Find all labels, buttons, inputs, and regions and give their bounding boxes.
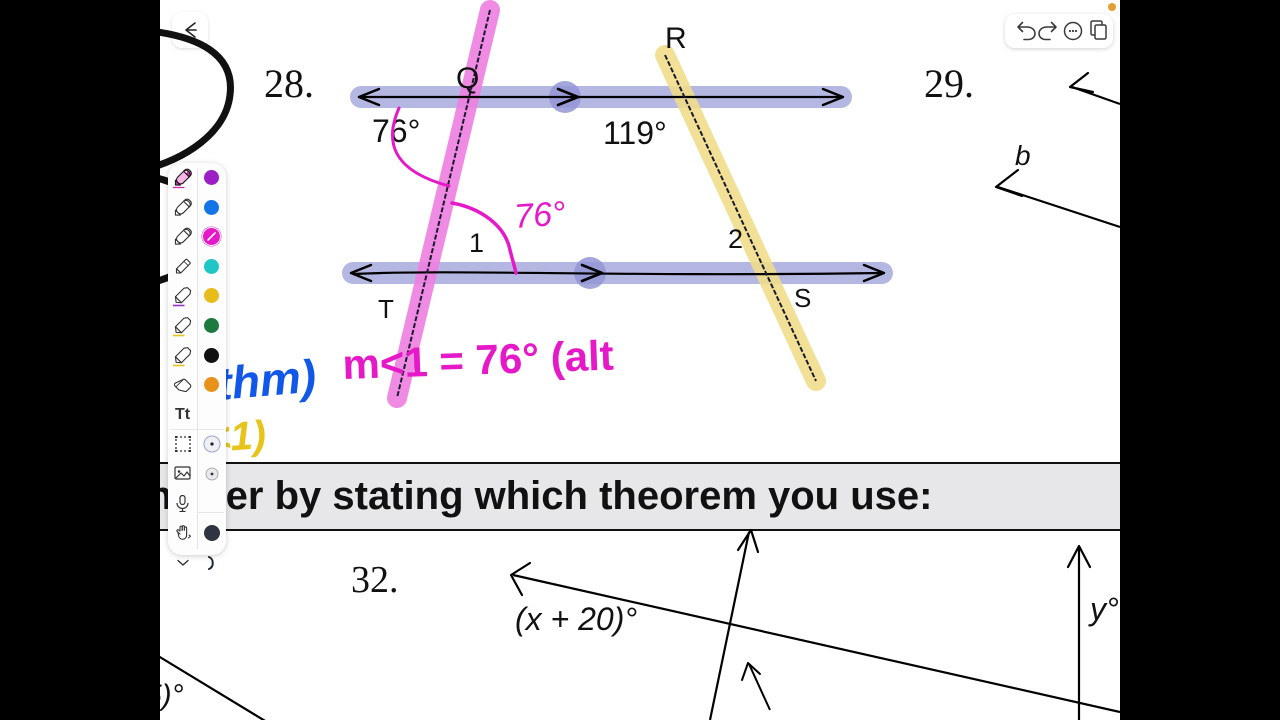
svg-text:1: 1: [469, 228, 484, 258]
svg-text:R: R: [665, 22, 687, 55]
svg-text:119°: 119°: [603, 115, 667, 151]
svg-text:5)°: 5)°: [160, 679, 184, 712]
svg-text:S: S: [794, 283, 811, 313]
svg-text:2: 2: [728, 224, 743, 254]
svg-text:(x + 20)°: (x + 20)°: [515, 601, 637, 637]
svg-text:T: T: [378, 294, 394, 324]
svg-text:b: b: [1015, 140, 1031, 171]
svg-text:thm): thm): [214, 349, 318, 409]
svg-text:Q: Q: [456, 62, 479, 95]
svg-text:m<1 = 76° (alt: m<1 = 76° (alt: [342, 332, 615, 388]
svg-text:76°: 76°: [513, 194, 567, 235]
svg-text:y°: y°: [1088, 591, 1119, 627]
